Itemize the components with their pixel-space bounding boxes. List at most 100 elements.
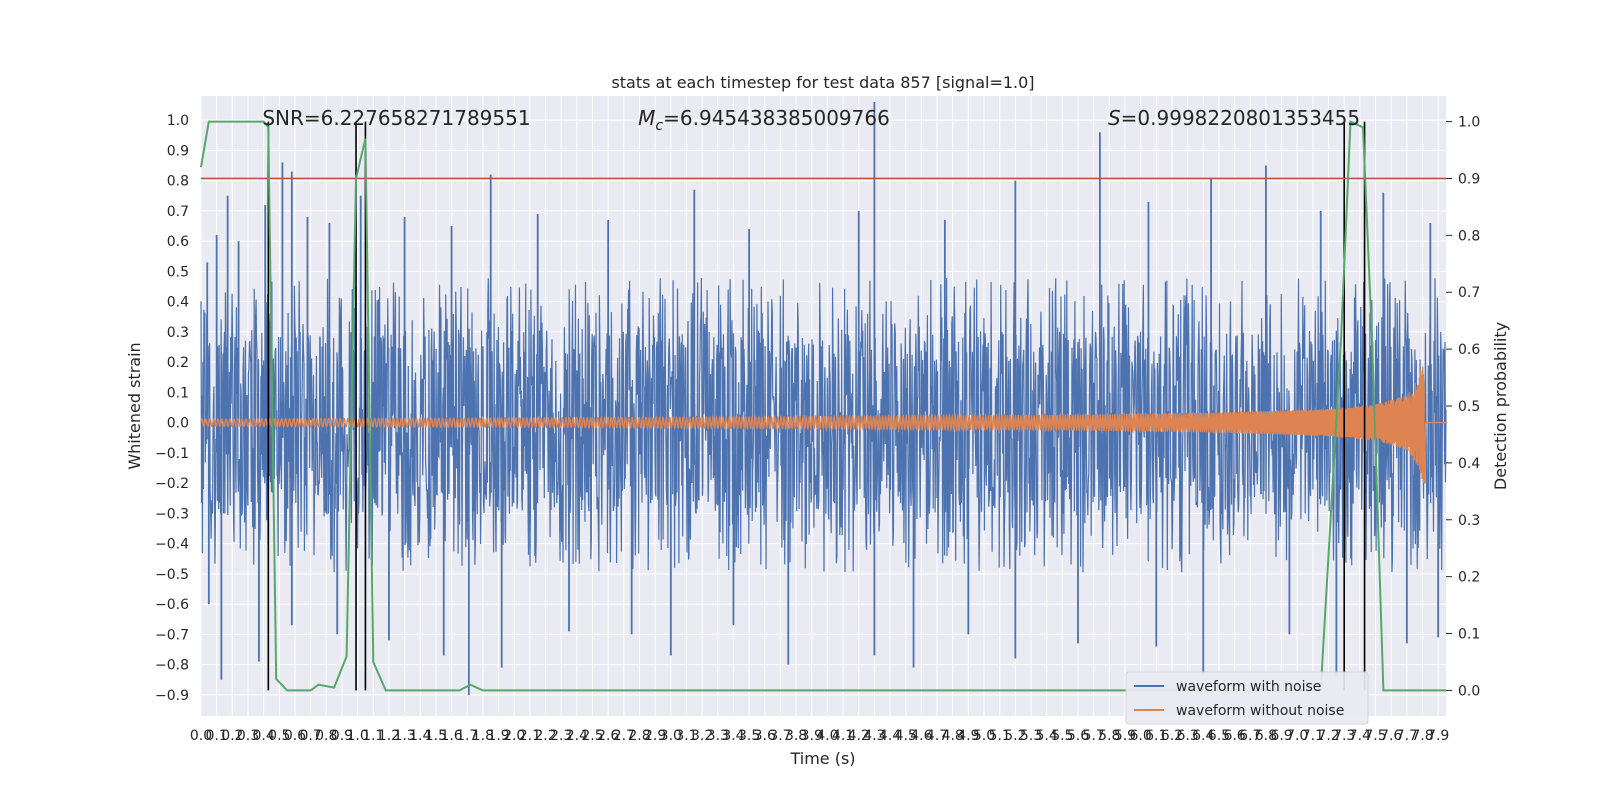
x-tick-label: 6.8: [1255, 728, 1277, 744]
x-tick-label: 7.9: [1427, 728, 1449, 744]
x-tick-label: 2.5: [581, 728, 603, 744]
series-waveform-without-noise: [200, 366, 1446, 484]
y-tick-label: −0.3: [155, 506, 189, 522]
legend-label-noise: waveform with noise: [1176, 679, 1321, 695]
x-tick-label: 1.3: [393, 728, 415, 744]
x-tick-label: 1.4: [409, 728, 431, 744]
y-tick-label: 1.0: [167, 113, 189, 129]
x-tick-label: 0.0: [190, 728, 212, 744]
y-tick-label: −0.1: [155, 446, 189, 462]
x-tick-label: 5.6: [1067, 728, 1089, 744]
x-tick-label: 1.0: [346, 728, 368, 744]
vertical-lines: [267, 121, 1366, 691]
x-tick-label: 4.6: [910, 728, 932, 744]
x-tick-label: 3.2: [691, 728, 713, 744]
series-detection-probability: [200, 120, 1446, 692]
x-tick-label: 4.9: [957, 728, 979, 744]
x-tick-label: 4.8: [942, 728, 964, 744]
y-axis-ticks: 1.0 0.9 0.8 0.7 0.6 0.5 0.4 0.3 0.2 0.1 0.0 −0.1 −0.…: [155, 113, 189, 704]
annotation-text: Mc=6.945438385009766: [638, 106, 890, 134]
x-tick-label: 3.9: [801, 728, 823, 744]
x-tick-label: 4.7: [926, 728, 948, 744]
x-tick-label: 2.3: [550, 728, 572, 744]
y2-tick-label: 0.9: [1458, 171, 1480, 187]
x-tick-label: 3.3: [707, 728, 729, 744]
x-tick-label: 7.2: [1317, 728, 1339, 744]
y-tick-label: −0.4: [155, 537, 189, 553]
x-tick-label: 1.5: [425, 728, 447, 744]
x-tick-label: 3.8: [785, 728, 807, 744]
annotation-text: SNR=6.227658271789551: [262, 106, 530, 130]
x-tick-label: 1.9: [487, 728, 509, 744]
x-tick-label: 5.7: [1083, 728, 1105, 744]
y-tick-label: 0.7: [167, 204, 189, 220]
x-tick-label: 3.6: [754, 728, 776, 744]
x-tick-label: 7.4: [1349, 728, 1371, 744]
y2-tick-label: 1.0: [1458, 115, 1480, 131]
chart-title: stats at each timestep for test data 857…: [611, 73, 1034, 92]
y2-tick-label: 0.5: [1458, 399, 1480, 415]
x-tick-label: 5.2: [1004, 728, 1026, 744]
x-tick-label: 5.3: [1020, 728, 1042, 744]
x-tick-label: 3.5: [738, 728, 760, 744]
x-tick-label: 7.8: [1411, 728, 1433, 744]
y-tick-label: 0.6: [167, 234, 189, 250]
x-tick-label: 6.5: [1208, 728, 1230, 744]
annotations: SNR=6.227658271789551 Mc=6.94543838500976…: [262, 106, 1360, 134]
x-tick-label: 3.4: [722, 728, 744, 744]
y2-tick-label: 0.0: [1458, 683, 1480, 699]
x-tick-label: 6.2: [1161, 728, 1183, 744]
y2-tick-label: 0.2: [1458, 570, 1480, 586]
x-tick-label: 1.1: [362, 728, 384, 744]
y-tick-label: 0.4: [167, 295, 189, 311]
x-tick-label: 7.0: [1286, 728, 1308, 744]
x-tick-label: 2.9: [644, 728, 666, 744]
x-tick-label: 5.5: [1051, 728, 1073, 744]
y-tick-label: 0.2: [167, 355, 189, 371]
x-tick-label: 4.2: [848, 728, 870, 744]
y-tick-label: 0.8: [167, 174, 189, 190]
x-tick-label: 4.3: [863, 728, 885, 744]
x-tick-label: 0.5: [268, 728, 290, 744]
y2-tick-label: 0.8: [1458, 228, 1480, 244]
noisy-waveform-line: [200, 277, 1447, 573]
x-tick-label: 7.5: [1364, 728, 1386, 744]
x-tick-label: 1.6: [440, 728, 462, 744]
legend: waveform with noise waveform without noi…: [1125, 671, 1369, 725]
clean-waveform-line: [200, 366, 1446, 484]
x-tick-label: 0.6: [284, 728, 306, 744]
x-tick-label: 1.2: [378, 728, 400, 744]
x-axis-ticks: 0.00.10.20.30.40.50.60.70.80.91.01.11.21…: [190, 728, 1449, 744]
x-tick-label: 4.1: [832, 728, 854, 744]
y-axis-label: Whitened strain: [125, 342, 144, 469]
y-tick-label: −0.9: [155, 688, 189, 704]
probability-line: [200, 120, 1446, 692]
y-tick-label: 0.0: [167, 416, 189, 432]
y2-tick-label: 0.3: [1458, 513, 1480, 529]
annotation-text: S=0.9998220801353455: [1108, 106, 1360, 130]
y-tick-label: −0.6: [155, 597, 189, 613]
y-tick-label: 0.1: [167, 385, 189, 401]
legend-label-clean: waveform without noise: [1176, 703, 1344, 719]
x-axis-label: Time (s): [789, 749, 855, 768]
y2-tick-label: 0.7: [1458, 285, 1480, 301]
x-tick-label: 3.1: [675, 728, 697, 744]
legend-box: [1125, 671, 1369, 725]
y-tick-label: 0.3: [167, 325, 189, 341]
x-tick-label: 2.0: [503, 728, 525, 744]
x-tick-label: 5.4: [1036, 728, 1058, 744]
x-tick-label: 0.8: [315, 728, 337, 744]
y-tick-label: 0.9: [167, 143, 189, 159]
x-tick-label: 2.8: [628, 728, 650, 744]
x-tick-label: 5.8: [1098, 728, 1120, 744]
y-tick-label: 0.5: [167, 264, 189, 280]
x-tick-label: 6.4: [1192, 728, 1214, 744]
y-tick-label: −0.8: [155, 658, 189, 674]
x-tick-label: 5.0: [973, 728, 995, 744]
x-tick-label: 0.1: [206, 728, 228, 744]
y2-tick-label: 0.4: [1458, 456, 1480, 472]
y2-axis-ticks: 1.0 0.9 0.8 0.7 0.6 0.5 0.4 0.3 0.2 0.1 0.0: [1446, 115, 1480, 699]
y2-axis-label: Detection probability: [1491, 322, 1510, 490]
x-tick-label: 6.7: [1239, 728, 1261, 744]
